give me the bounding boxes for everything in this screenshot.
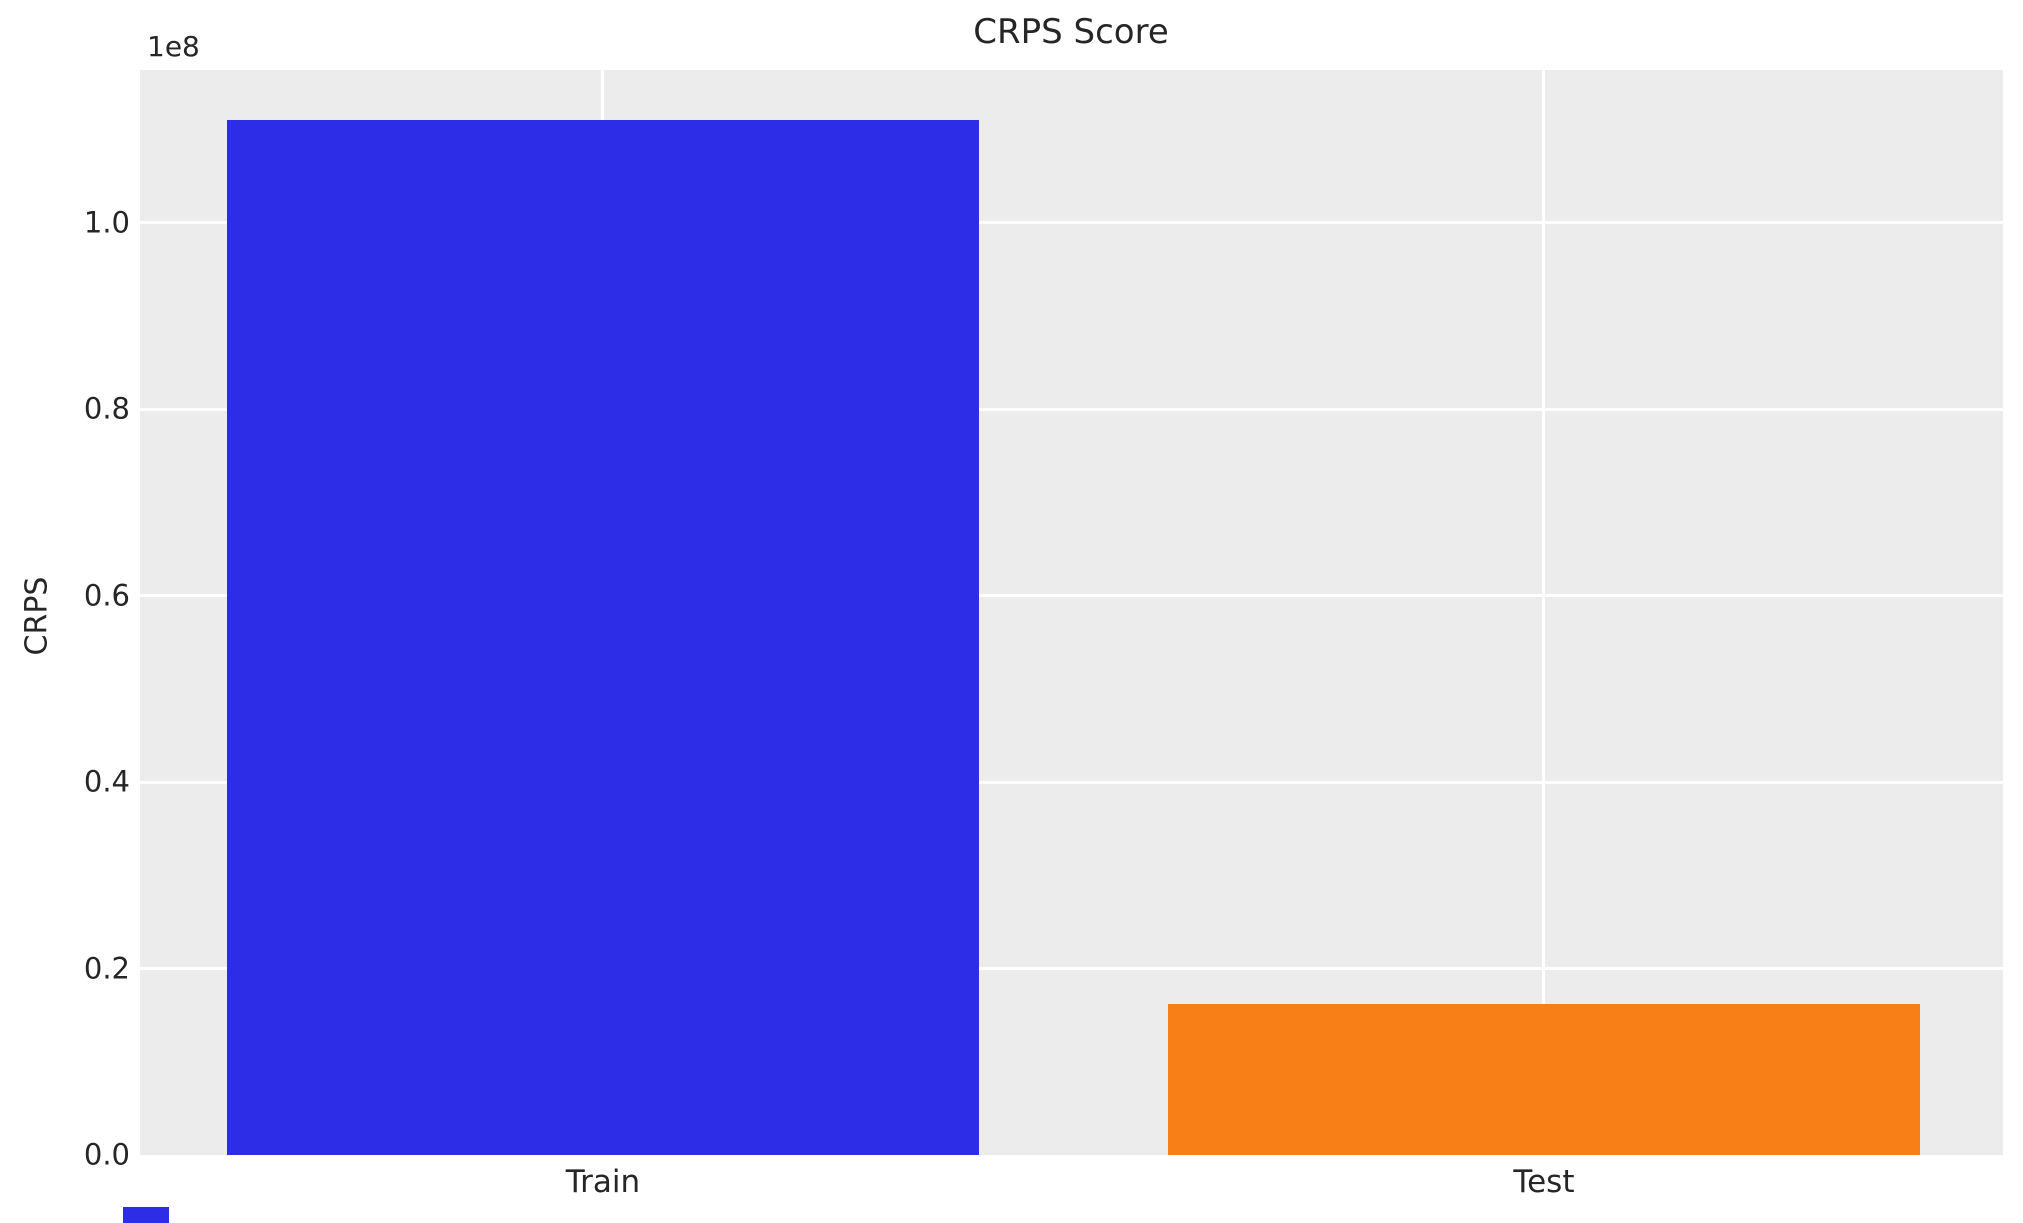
bar-train — [226, 120, 979, 1155]
x-tick-label-test: Test — [1513, 1164, 1575, 1200]
chart-title: CRPS Score — [973, 12, 1169, 52]
bar-test — [1167, 1004, 1920, 1155]
v-gridline-test — [1542, 70, 1546, 1155]
y-tick-label-0.4: 0.4 — [83, 764, 130, 799]
x-tick-label-train: Train — [565, 1164, 641, 1200]
h-gridline-0.4 — [140, 780, 2003, 784]
y-tick-label-0.2: 0.2 — [83, 951, 130, 986]
y-axis-offset-text: 1e8 — [147, 30, 200, 63]
plot-area — [140, 70, 2003, 1155]
y-tick-label-0.8: 0.8 — [83, 391, 130, 426]
h-gridline-1.0 — [140, 221, 2003, 225]
h-gridline-0.2 — [140, 967, 2003, 971]
y-tick-label-0.0: 0.0 — [83, 1137, 130, 1172]
h-gridline-0.6 — [140, 594, 2003, 598]
clipped-blue-fragment — [123, 1207, 169, 1223]
y-tick-label-1.0: 1.0 — [83, 205, 130, 240]
y-tick-label-0.6: 0.6 — [83, 578, 130, 613]
h-gridline-0.8 — [140, 407, 2003, 411]
